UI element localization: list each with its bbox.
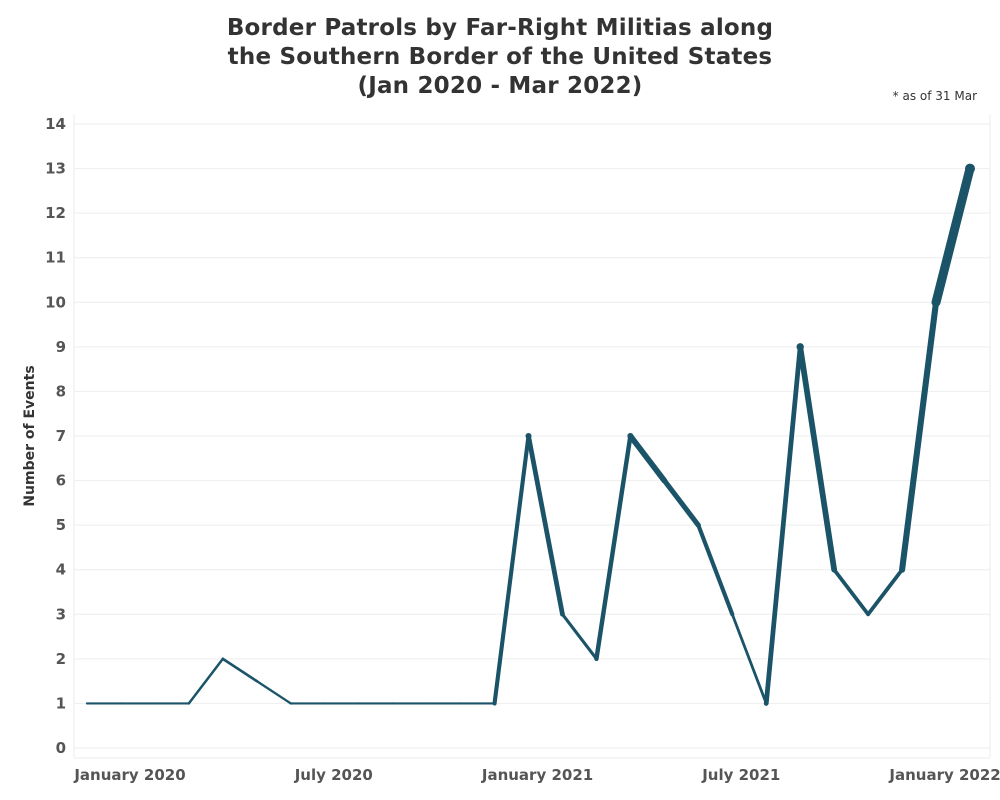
x-tick-label: January 2020 bbox=[73, 766, 185, 784]
data-point bbox=[255, 679, 259, 683]
y-tick-label: 8 bbox=[56, 382, 66, 400]
series-line-segment bbox=[221, 657, 259, 683]
y-tick-label: 10 bbox=[45, 293, 66, 311]
data-point bbox=[85, 702, 89, 705]
series-line-segment bbox=[696, 523, 735, 617]
data-point bbox=[323, 702, 326, 705]
chart-title-line-3: (Jan 2020 - Mar 2022) bbox=[357, 73, 643, 99]
data-point bbox=[832, 567, 837, 572]
series-line-segment bbox=[627, 433, 668, 484]
y-tick-label: 14 bbox=[45, 115, 66, 133]
y-tick-label: 2 bbox=[56, 650, 66, 668]
data-point bbox=[627, 432, 634, 440]
data-point bbox=[560, 612, 565, 617]
data-point bbox=[595, 657, 598, 661]
x-tick-label: January 2022 bbox=[888, 766, 1000, 784]
data-point bbox=[866, 612, 870, 617]
series-line-segment bbox=[560, 612, 598, 661]
series-line-segment bbox=[492, 433, 531, 706]
data-point bbox=[765, 702, 768, 705]
data-point bbox=[730, 612, 734, 617]
series-line-segment bbox=[661, 478, 701, 528]
y-tick-label: 12 bbox=[45, 204, 66, 222]
chart-title-line-2: the Southern Border of the United States bbox=[227, 44, 773, 70]
data-point bbox=[796, 343, 804, 351]
series-line-segment bbox=[594, 433, 633, 662]
data-point bbox=[357, 702, 360, 705]
y-tick-label: 6 bbox=[56, 472, 66, 490]
data-point bbox=[493, 702, 496, 705]
series-line-segment bbox=[255, 679, 292, 705]
as-of-note: * as of 31 Mar bbox=[892, 89, 977, 103]
x-tick-label: January 2021 bbox=[481, 766, 593, 784]
series-line-segment bbox=[931, 164, 975, 307]
data-point bbox=[187, 702, 190, 705]
data-point bbox=[900, 567, 905, 572]
data-point bbox=[965, 163, 975, 174]
y-tick-label: 7 bbox=[56, 427, 66, 445]
chart-title: Border Patrols by Far-Right Militias alo… bbox=[0, 14, 1000, 101]
data-point bbox=[525, 432, 532, 440]
y-tick-label: 1 bbox=[56, 694, 66, 712]
data-point bbox=[153, 702, 157, 705]
y-tick-label: 13 bbox=[45, 160, 66, 178]
data-point bbox=[661, 477, 668, 484]
series-line-segment bbox=[187, 657, 225, 705]
data-point bbox=[221, 657, 225, 661]
data-point bbox=[459, 702, 462, 705]
series-line-segment bbox=[797, 343, 838, 573]
y-tick-label: 3 bbox=[56, 605, 66, 623]
x-tick-label: July 2021 bbox=[701, 766, 780, 784]
y-tick-label: 9 bbox=[56, 338, 66, 356]
y-tick-label: 5 bbox=[56, 516, 66, 534]
series-line-segment bbox=[832, 567, 871, 617]
series-line-segment bbox=[730, 612, 768, 705]
x-tick-label: July 2020 bbox=[294, 766, 373, 784]
y-tick-label: 0 bbox=[56, 739, 66, 757]
y-tick-label: 11 bbox=[45, 249, 66, 267]
series-line-segment bbox=[899, 299, 940, 573]
data-point bbox=[289, 702, 292, 705]
data-point bbox=[932, 298, 941, 307]
data-point bbox=[695, 522, 701, 528]
series-line-segment bbox=[763, 344, 803, 706]
data-point bbox=[119, 702, 123, 705]
chart-title-line-1: Border Patrols by Far-Right Militias alo… bbox=[226, 15, 774, 41]
data-point bbox=[425, 702, 428, 705]
series-line-segment bbox=[526, 433, 565, 617]
series-line-segment bbox=[866, 567, 904, 617]
data-point bbox=[391, 702, 394, 705]
y-tick-label: 4 bbox=[56, 561, 66, 579]
